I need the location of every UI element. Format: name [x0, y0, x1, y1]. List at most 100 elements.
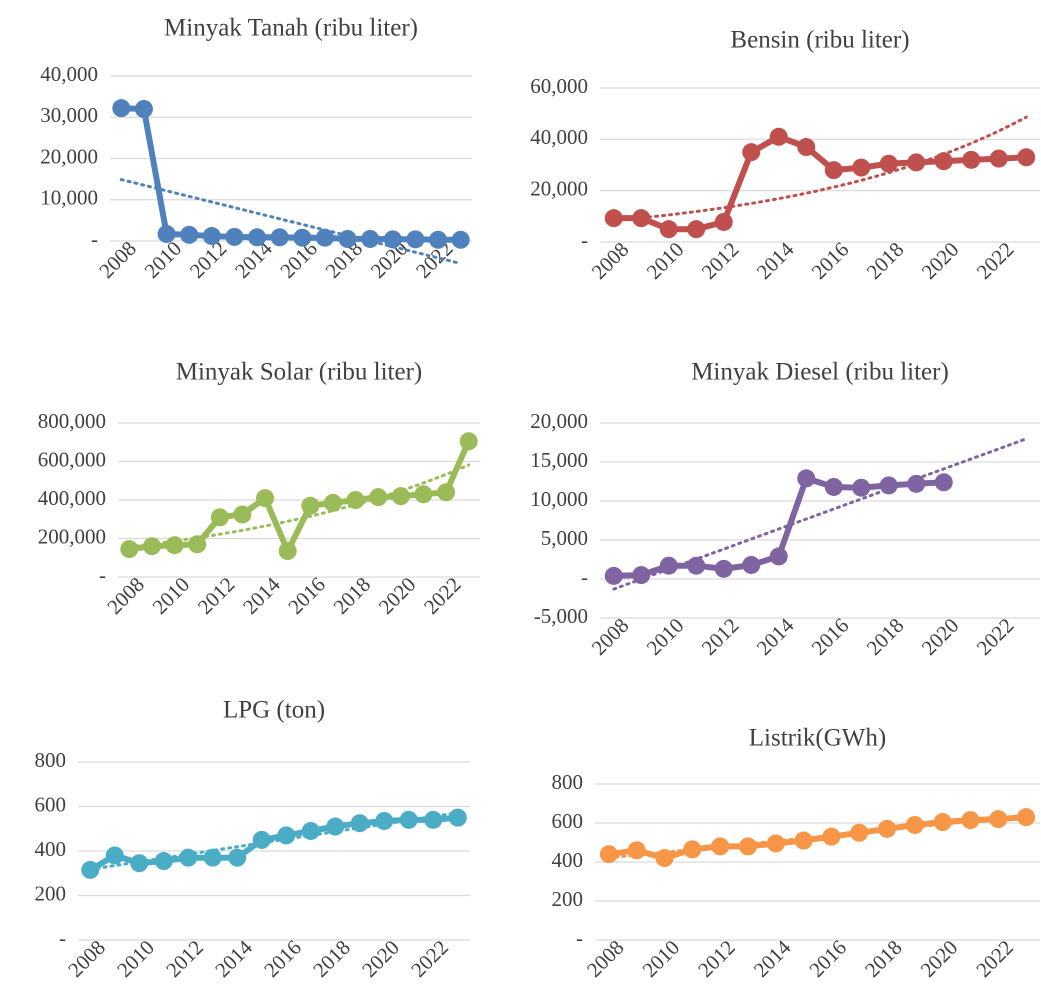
x-tick-label: 2008 — [587, 613, 634, 660]
data-point — [879, 476, 898, 495]
x-tick-label: 2022 — [971, 935, 1018, 982]
data-point — [824, 161, 843, 180]
data-point — [437, 483, 456, 502]
data-point — [852, 478, 871, 497]
data-point — [165, 536, 184, 555]
x-tick-label: 2010 — [140, 236, 187, 283]
y-tick-label: 15,000 — [530, 448, 588, 472]
data-point — [711, 837, 730, 856]
data-point — [228, 848, 247, 867]
x-tick-label: 2020 — [916, 935, 963, 982]
x-tick-label: 2018 — [862, 237, 909, 284]
x-tick-label: 2018 — [860, 935, 907, 982]
data-point — [907, 153, 926, 172]
data-point — [277, 826, 296, 845]
y-tick-label: 600,000 — [38, 447, 106, 471]
chart-title: Minyak Solar (ribu liter) — [176, 359, 422, 386]
data-point — [850, 823, 869, 842]
data-point — [1017, 148, 1036, 167]
data-point — [934, 152, 953, 171]
trendline — [127, 463, 471, 549]
data-point — [130, 854, 149, 873]
x-tick-label: 2022 — [972, 237, 1019, 284]
data-point — [769, 547, 788, 566]
y-tick-label: 400 — [35, 837, 67, 861]
chart-title: Bensin (ribu liter) — [730, 27, 909, 54]
chart-title: Minyak Diesel (ribu liter) — [691, 359, 949, 386]
data-point — [604, 209, 623, 228]
data-point — [934, 473, 953, 492]
x-tick-label: 2018 — [329, 572, 376, 619]
y-tick-label: 400,000 — [38, 486, 106, 510]
data-point — [375, 811, 394, 830]
data-point — [769, 127, 788, 146]
data-point — [687, 220, 706, 239]
data-point — [326, 817, 345, 836]
x-tick-label: 2020 — [917, 613, 964, 660]
data-point — [202, 227, 221, 246]
x-tick-label: 2016 — [807, 613, 854, 660]
data-point — [459, 432, 478, 451]
data-point — [338, 229, 357, 248]
x-tick-label: 2014 — [749, 935, 796, 982]
data-point — [361, 229, 380, 248]
series-line — [128, 440, 472, 554]
data-point — [1017, 808, 1036, 827]
x-tick-label: 2018 — [862, 613, 909, 660]
x-tick-label: 2020 — [357, 935, 404, 982]
x-tick-label: 2010 — [112, 935, 159, 982]
data-point — [270, 228, 289, 247]
x-tick-label: 2016 — [807, 237, 854, 284]
data-point — [905, 815, 924, 834]
data-point — [599, 845, 618, 864]
y-tick-label: 200 — [552, 887, 584, 911]
x-tick-label: 2016 — [804, 935, 851, 982]
data-point — [742, 555, 761, 574]
data-point — [369, 488, 388, 507]
series-line — [613, 133, 1027, 233]
x-tick-label: 2012 — [697, 613, 744, 660]
data-point — [627, 841, 646, 860]
series-line — [121, 105, 461, 243]
data-point — [962, 150, 981, 169]
y-tick-label: 800,000 — [38, 409, 106, 433]
data-point — [301, 496, 320, 515]
x-tick-label: 2014 — [752, 613, 799, 660]
data-point — [632, 566, 651, 585]
data-point — [293, 228, 312, 247]
x-tick-label: 2018 — [308, 935, 355, 982]
y-tick-label: - — [581, 565, 588, 589]
y-tick-label: 400 — [552, 848, 584, 872]
data-point — [907, 474, 926, 493]
data-point — [424, 810, 443, 829]
x-tick-label: 2010 — [638, 935, 685, 982]
x-tick-label: 2008 — [94, 236, 141, 283]
data-point — [225, 227, 244, 246]
data-point — [933, 813, 952, 832]
series-line — [88, 814, 459, 873]
data-point — [659, 220, 678, 239]
data-point — [179, 848, 198, 867]
x-tick-label: 2008 — [582, 935, 629, 982]
x-tick-label: 2016 — [283, 572, 330, 619]
data-point — [714, 559, 733, 578]
chart-title: Minyak Tanah (ribu liter) — [164, 15, 418, 42]
data-point — [278, 542, 297, 561]
data-point — [188, 535, 207, 554]
data-point — [391, 487, 410, 506]
data-point — [346, 491, 365, 509]
chart-title: Listrik(GWh) — [749, 725, 886, 752]
data-point — [248, 228, 267, 247]
data-point — [112, 99, 131, 118]
data-point — [852, 158, 871, 177]
data-point — [301, 821, 320, 840]
y-tick-label: 10,000 — [40, 186, 98, 210]
data-point — [451, 230, 470, 249]
data-point — [659, 556, 678, 575]
data-point — [878, 819, 897, 838]
data-point — [203, 848, 222, 867]
y-tick-label: 600 — [552, 809, 584, 833]
data-point — [350, 814, 369, 833]
x-tick-label: 2014 — [210, 935, 257, 982]
data-point — [632, 209, 651, 228]
